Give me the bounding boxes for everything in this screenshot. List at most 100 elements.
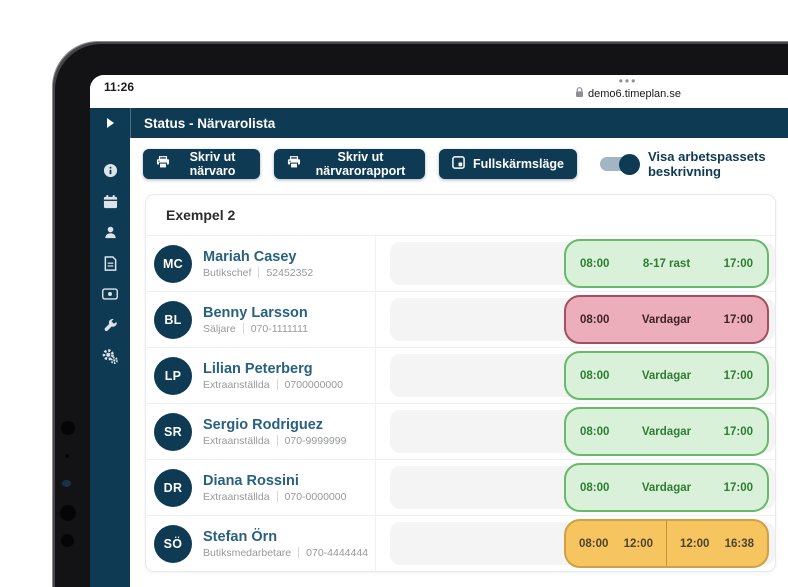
shift-label: Vardagar: [641, 425, 692, 438]
attendance-card: Exempel 2 MC Mariah Casey Butikschef 524…: [145, 194, 776, 572]
shift-times: 08:00 8-17 rast 17:00: [566, 241, 767, 286]
avatar: BL: [154, 300, 192, 339]
calendar-icon[interactable]: [102, 193, 118, 209]
money-icon[interactable]: [102, 286, 118, 302]
avatar: MC: [154, 244, 192, 283]
description-toggle[interactable]: [599, 153, 640, 175]
url-text: demo6.timeplan.se: [588, 88, 681, 100]
employee-name: Mariah Casey: [203, 248, 297, 265]
print-report-button[interactable]: Skriv ut närvarorapport: [274, 149, 425, 179]
shift-pill[interactable]: 08:00 12:00 12:00 16:38: [564, 519, 769, 568]
employee-role: Butikschef: [203, 266, 252, 279]
employee-name: Benny Larsson: [203, 304, 308, 321]
group-title: Exempel 2: [166, 207, 236, 223]
shift-start-time: 08:00: [580, 425, 610, 438]
subtitle-divider: [276, 491, 278, 502]
avatar: DR: [154, 468, 192, 507]
shift-label: Vardagar: [641, 313, 692, 326]
subtitle-divider: [276, 435, 278, 446]
shift-start-time: 08:00: [580, 257, 610, 270]
shift-pill[interactable]: 08:00 Vardagar 17:00: [564, 463, 769, 512]
play-icon: [106, 118, 114, 128]
bezel-camera-dot: [61, 421, 75, 435]
info-icon[interactable]: [102, 162, 118, 178]
employee-row[interactable]: SR Sergio Rodriguez Extraanställda 070-9…: [146, 403, 775, 459]
employee-name: Sergio Rodriguez: [203, 416, 324, 433]
print-report-label: Skriv ut närvarorapport: [315, 150, 406, 178]
employee-row[interactable]: MC Mariah Casey Butikschef 52452352 08:0…: [146, 235, 775, 291]
shift-cell: 08:00 12:00 12:00 16:38: [375, 516, 775, 571]
shift-pill[interactable]: 08:00 Vardagar 17:00: [564, 295, 769, 344]
shift-cell: 08:00 Vardagar 17:00: [375, 460, 775, 515]
employee-name: Stefan Örn: [203, 528, 278, 545]
browser-chrome: 11:26 ••• demo6.timeplan.se: [90, 75, 788, 108]
employee-role: Butiksmedarbetare: [203, 546, 292, 559]
employee-row[interactable]: LP Lilian Peterberg Extraanställda 07000…: [146, 347, 775, 403]
employee-phone: 52452352: [266, 266, 314, 279]
employee-role: Extraanställda: [203, 378, 270, 391]
employee-info: MC Mariah Casey Butikschef 52452352: [146, 236, 375, 291]
employee-row[interactable]: SÖ Stefan Örn Butiksmedarbetare 070-4444…: [146, 515, 775, 571]
fullscreen-button[interactable]: Fullskärmsläge: [438, 149, 577, 179]
shift-pill[interactable]: 08:00 Vardagar 17:00: [564, 407, 769, 456]
shift-label: 8-17 rast: [642, 257, 691, 270]
shift-end-time: 17:00: [723, 313, 753, 326]
bezel-sensor-dot: [65, 454, 69, 458]
toolbar: Skriv ut närvaro Skriv ut närvarorapport…: [143, 149, 788, 179]
avatar: SÖ: [154, 524, 192, 563]
toggle-knob: [618, 153, 640, 175]
tab-overflow-dots[interactable]: •••: [618, 75, 638, 88]
shift-label: Vardagar: [641, 369, 692, 382]
shift-cell: 08:00 8-17 rast 17:00: [375, 236, 775, 291]
employee-subtitle: Säljare 070-1111111: [203, 323, 308, 335]
status-clock: 11:26: [104, 80, 135, 94]
employee-phone: 070-1111111: [250, 322, 308, 335]
shift-times: 08:00 Vardagar 17:00: [566, 353, 767, 398]
sidebar-expand-button[interactable]: [90, 108, 131, 138]
employee-name: Lilian Peterberg: [203, 360, 313, 377]
employee-phone: 070-9999999: [284, 434, 347, 447]
document-icon[interactable]: [102, 255, 118, 271]
employee-phone: 070-4444444: [306, 546, 369, 559]
wrench-icon[interactable]: [102, 317, 118, 333]
avatar: LP: [154, 356, 192, 395]
employee-name: Diana Rossini: [203, 472, 299, 489]
main-content: Skriv ut närvaro Skriv ut närvarorapport…: [130, 138, 788, 587]
person-icon[interactable]: [102, 224, 118, 240]
employee-row[interactable]: DR Diana Rossini Extraanställda 070-0000…: [146, 459, 775, 515]
shift-start-time: 08:00: [580, 313, 610, 326]
settings-icon[interactable]: [102, 348, 118, 364]
shift-times: 08:00 Vardagar 17:00: [566, 297, 767, 342]
printer-icon: [287, 156, 301, 172]
employee-info: LP Lilian Peterberg Extraanställda 07000…: [146, 348, 375, 403]
bezel-camera-dot: [60, 505, 76, 521]
employee-row[interactable]: BL Benny Larsson Säljare 070-1111111 08:…: [146, 291, 775, 347]
page-title: Status - Närvarolista: [144, 115, 276, 131]
shift-start-time: 12:00: [680, 537, 710, 550]
fullscreen-icon: [452, 156, 465, 172]
subtitle-divider: [298, 547, 300, 558]
shift-pill[interactable]: 08:00 8-17 rast 17:00: [564, 239, 769, 288]
description-toggle-label: Visa arbetspassets beskrivning: [647, 149, 766, 179]
employee-subtitle: Extraanställda 070-9999999: [203, 435, 346, 447]
print-attendance-button[interactable]: Skriv ut närvaro: [143, 149, 260, 179]
shift-end-time: 17:00: [723, 369, 753, 382]
tablet-screen: 11:26 ••• demo6.timeplan.se Status - När…: [90, 75, 788, 587]
bezel-camera-dot: [61, 534, 74, 547]
description-toggle-group: Visa arbetspassets beskrivning: [599, 149, 788, 179]
employee-list: MC Mariah Casey Butikschef 52452352 08:0…: [146, 235, 775, 571]
fullscreen-label: Fullskärmsläge: [472, 157, 564, 171]
subtitle-divider: [242, 323, 244, 334]
shift-cell: 08:00 Vardagar 17:00: [375, 404, 775, 459]
employee-info: BL Benny Larsson Säljare 070-1111111: [146, 292, 375, 347]
shift-end-time: 16:38: [724, 537, 754, 550]
browser-url-bar[interactable]: ••• demo6.timeplan.se: [575, 75, 681, 102]
employee-info: DR Diana Rossini Extraanställda 070-0000…: [146, 460, 375, 515]
bezel-camera-glint: [62, 480, 71, 487]
shift-pill[interactable]: 08:00 Vardagar 17:00: [564, 351, 769, 400]
employee-subtitle: Extraanställda 070-0000000: [203, 491, 346, 503]
employee-subtitle: Butikschef 52452352: [203, 267, 313, 279]
employee-role: Extraanställda: [203, 434, 270, 447]
employee-phone: 070-0000000: [284, 490, 347, 503]
